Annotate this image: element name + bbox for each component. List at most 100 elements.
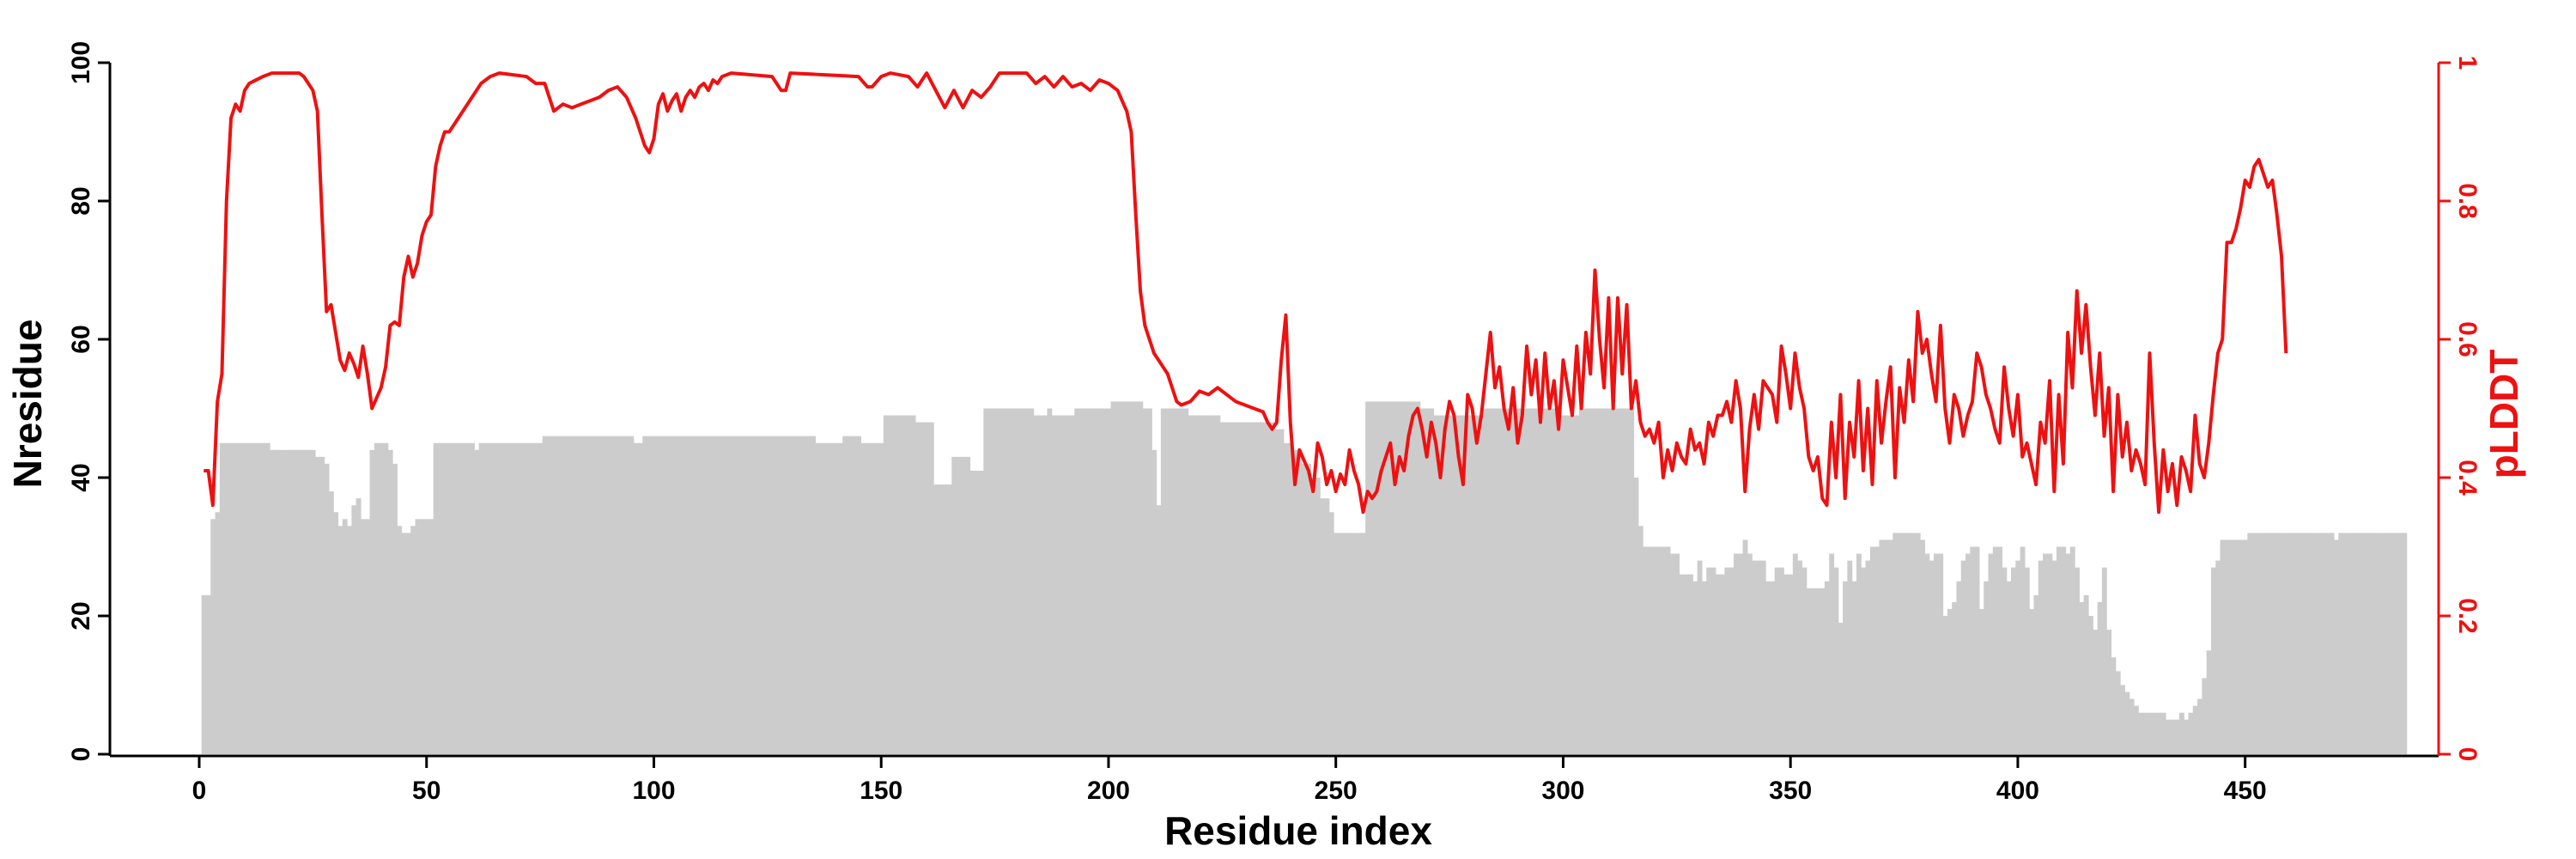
nresidue-bar	[2392, 533, 2398, 754]
nresidue-bar	[1160, 408, 1166, 754]
nresidue-bar	[1469, 415, 1475, 754]
nresidue-bar	[883, 415, 889, 754]
nresidue-bar	[1524, 408, 1530, 754]
nresidue-bar	[1715, 574, 1721, 754]
nresidue-bar	[1033, 415, 1039, 754]
nresidue-bar	[1924, 553, 1930, 754]
nresidue-bar	[1824, 581, 1830, 754]
nresidue-bar	[924, 422, 930, 754]
nresidue-bar	[1778, 567, 1784, 754]
nresidue-bar	[2229, 539, 2235, 754]
x-tick-label: 0	[192, 777, 207, 805]
nresidue-bar	[1829, 553, 1835, 754]
nresidue-bar	[447, 442, 453, 754]
nresidue-bar	[383, 442, 389, 754]
nresidue-bar	[1692, 581, 1698, 754]
nresidue-bar	[1893, 533, 1899, 754]
y-axis-left-title: Nresidue	[5, 320, 50, 489]
nresidue-bar	[847, 436, 853, 754]
nresidue-bar	[2133, 705, 2139, 754]
plddt-line	[204, 71, 2288, 515]
nresidue-bar	[579, 436, 585, 754]
nresidue-bar	[2338, 533, 2344, 754]
nresidue-bar	[315, 456, 320, 754]
nresidue-bars	[201, 401, 2408, 754]
nresidue-bar	[851, 436, 857, 754]
nresidue-bar	[1042, 415, 1048, 754]
nresidue-bar	[419, 519, 425, 754]
nresidue-bar	[1297, 449, 1303, 754]
nresidue-bar	[615, 436, 621, 754]
nresidue-bar	[1306, 463, 1312, 754]
nresidue-bar	[2124, 691, 2130, 754]
nresidue-bar	[1065, 415, 1071, 754]
nresidue-bar	[1483, 408, 1489, 754]
nresidue-bar	[2093, 630, 2099, 754]
nresidue-bar	[233, 442, 239, 754]
nresidue-bar	[797, 436, 803, 754]
nresidue-bar	[756, 436, 762, 754]
nresidue-bar	[1447, 415, 1453, 754]
y-right-tick-label: 0.6	[2453, 321, 2482, 357]
nresidue-bar	[865, 442, 871, 754]
nresidue-bar	[387, 449, 393, 754]
nresidue-bar	[1774, 567, 1780, 754]
nresidue-bar	[692, 436, 698, 754]
nresidue-bar	[656, 436, 662, 754]
nresidue-bar	[1756, 560, 1762, 754]
x-axis-title: Residue index	[1164, 808, 1432, 853]
nresidue-bar	[1528, 408, 1534, 754]
x-tick-label: 100	[632, 777, 675, 805]
nresidue-bar	[342, 519, 348, 754]
nresidue-bar	[1029, 408, 1035, 754]
nresidue-bar	[2402, 533, 2408, 754]
nresidue-bar	[1629, 408, 1635, 754]
nresidue-bar	[2160, 712, 2166, 754]
nresidue-bar	[1515, 408, 1521, 754]
nresidue-bar	[633, 442, 639, 754]
nresidue-bar	[1619, 408, 1625, 754]
nresidue-bar	[2188, 712, 2194, 754]
nresidue-bar	[1952, 601, 1958, 754]
nresidue-bar	[2069, 546, 2075, 754]
nresidue-bar	[1174, 408, 1180, 754]
nresidue-bar	[1138, 401, 1144, 754]
nresidue-bar	[379, 442, 385, 754]
nresidue-bar	[1815, 588, 1821, 754]
nresidue-bar	[306, 449, 312, 754]
nresidue-bar	[1115, 401, 1121, 754]
nresidue-bar	[624, 436, 629, 754]
nresidue-bar	[601, 436, 607, 754]
nresidue-bar	[860, 442, 866, 754]
nresidue-bar	[1279, 429, 1285, 754]
nresidue-bar	[2147, 712, 2153, 754]
nresidue-bar	[1965, 553, 1971, 754]
nresidue-bar	[1674, 553, 1680, 754]
nresidue-bar	[1806, 588, 1812, 754]
nresidue-bar	[933, 484, 939, 754]
nresidue-bar	[1237, 422, 1243, 754]
nresidue-bar	[1060, 415, 1066, 754]
y-right-tick-label: 0	[2453, 747, 2482, 762]
nresidue-bar	[1283, 442, 1289, 754]
x-tick-label: 300	[1541, 777, 1584, 805]
nresidue-bar	[742, 436, 748, 754]
nresidue-bar	[1015, 408, 1021, 754]
nresidue-bar	[260, 442, 266, 754]
nresidue-bar	[319, 456, 325, 754]
x-tick-label: 400	[1996, 777, 2039, 805]
nresidue-bar	[702, 436, 707, 754]
nresidue-bar	[1170, 408, 1176, 754]
nresidue-bar	[938, 484, 944, 754]
nresidue-bar	[2061, 546, 2067, 754]
nresidue-bar	[724, 436, 730, 754]
nresidue-bar	[2006, 581, 2012, 754]
nresidue-bar	[201, 594, 207, 754]
nresidue-bar	[928, 422, 934, 754]
nresidue-bar	[2311, 533, 2317, 754]
nresidue-bar	[829, 442, 835, 754]
nresidue-bar	[1861, 567, 1867, 754]
nresidue-bar	[1510, 408, 1516, 754]
nresidue-bar	[301, 449, 307, 754]
nresidue-bar	[1788, 574, 1794, 754]
